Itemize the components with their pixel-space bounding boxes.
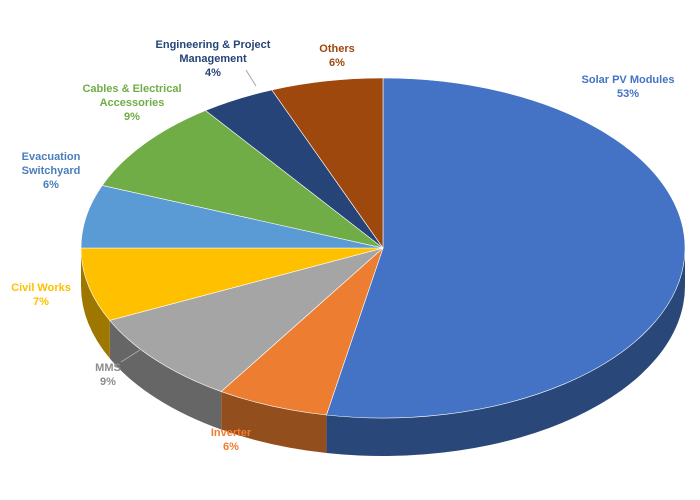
data-label-evacuation-switchyard: Evacuation Switchyard 6%: [22, 151, 81, 191]
leader-line-mms: [120, 347, 144, 363]
slice-civil-works: [80, 247, 384, 321]
data-label-others: Others 6%: [319, 43, 354, 69]
slice-mms: [109, 247, 384, 392]
data-label-solar-pv-modules: Solar PV Modules 53%: [582, 74, 675, 100]
pie-depth-layer: [81, 248, 685, 456]
slice-solar-pv-modules: [326, 77, 686, 419]
slice-side-civil-works: [81, 248, 110, 359]
data-label-cables-and-electrical-accessories: Cables & Electrical Accessories 9%: [82, 83, 181, 123]
data-labels: Solar PV Modules 53% Inverter 6% MMS 9% Civil …: [11, 39, 674, 453]
leader-line-engineering-and-project-management: [245, 69, 257, 87]
slice-cables-and-electrical-accessories: [101, 110, 384, 249]
data-label-engineering-and-project-management: Engineering & Project Management 4%: [156, 39, 271, 79]
slice-side-solar-pv-modules: [326, 248, 685, 456]
slice-side-inverter: [221, 391, 327, 453]
data-label-mms: MMS 9%: [95, 362, 121, 388]
data-label-inverter: Inverter 6%: [211, 427, 252, 453]
leader-lines: [120, 69, 257, 363]
slice-others: [271, 77, 384, 249]
pie-top-layer: [80, 77, 686, 419]
data-label-civil-works: Civil Works 7%: [11, 282, 71, 308]
slice-side-mms: [109, 320, 222, 430]
